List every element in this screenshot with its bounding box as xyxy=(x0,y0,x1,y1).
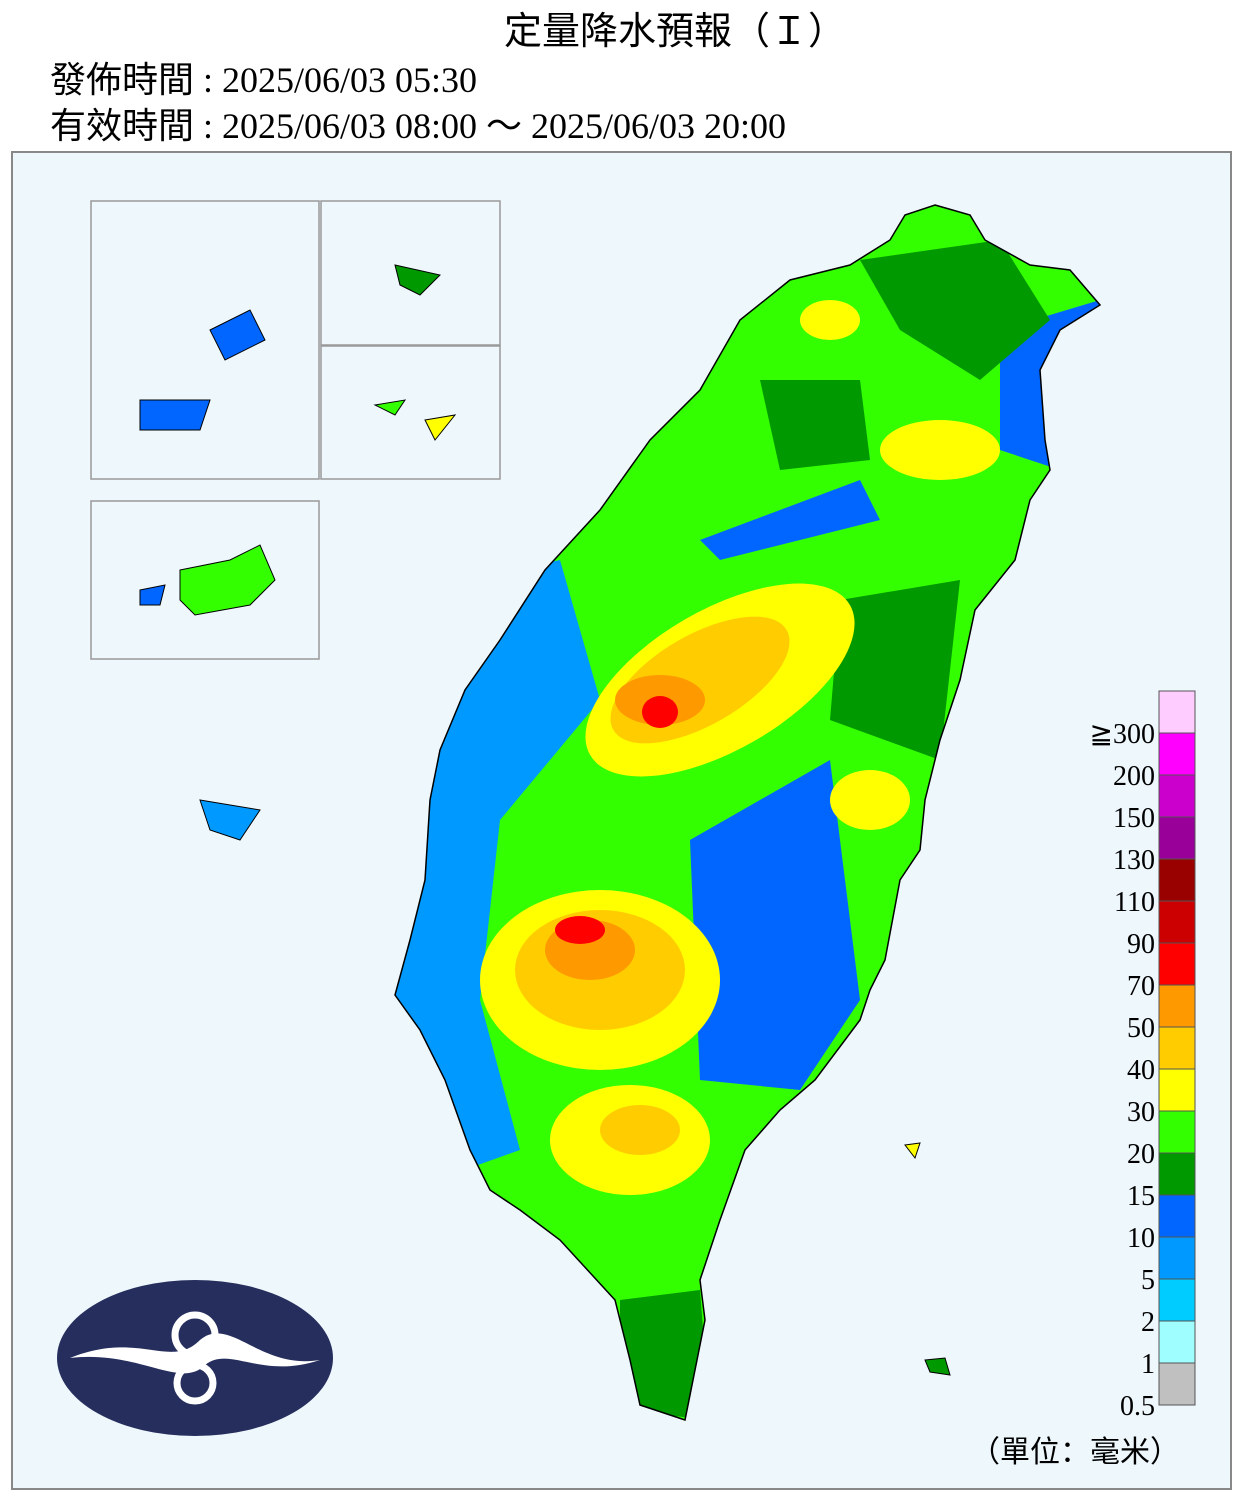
legend-label: 2 xyxy=(1141,1307,1155,1338)
legend-swatch xyxy=(1158,774,1196,818)
legend-label: 50 xyxy=(1127,1013,1155,1044)
legend-swatch xyxy=(1158,1152,1196,1196)
legend-label: 20 xyxy=(1127,1139,1155,1170)
legend-label: 30 xyxy=(1127,1097,1155,1128)
legend-label: 40 xyxy=(1127,1055,1155,1086)
legend-label: 1 xyxy=(1141,1349,1155,1380)
islands xyxy=(139,264,951,1376)
legend-swatch xyxy=(1158,1278,1196,1322)
legend-swatch xyxy=(1158,816,1196,860)
unit-label: （單位：毫米） xyxy=(970,1436,1180,1469)
legend-label: 15 xyxy=(1127,1181,1155,1212)
legend-label: 0.5 xyxy=(1120,1391,1155,1422)
legend-label: 110 xyxy=(1114,887,1155,918)
legend-swatch xyxy=(1158,900,1196,944)
legend-swatch xyxy=(1158,1362,1196,1406)
legend-swatch xyxy=(1158,732,1196,776)
legend-swatch xyxy=(1158,1194,1196,1238)
legend-swatch xyxy=(1158,984,1196,1028)
legend-label: ≧300 xyxy=(1090,719,1155,750)
inset-boxes xyxy=(90,200,501,660)
logo xyxy=(57,1280,333,1436)
legend: 0.5 1 2 5 10 15 20 30 40 50 70 90 110 130 150 200 ≧300 xyxy=(1090,690,1196,1422)
legend-label: 130 xyxy=(1113,845,1155,876)
valid-time: 有效時間 : 2025/06/03 08:00 ～ 2025/06/03 20:… xyxy=(50,106,786,146)
legend-label: 70 xyxy=(1127,971,1155,1002)
legend-label: 5 xyxy=(1141,1265,1155,1296)
legend-label: 150 xyxy=(1113,803,1155,834)
legend-swatch xyxy=(1158,858,1196,902)
legend-swatch xyxy=(1158,690,1196,734)
title: 定量降水預報（Ｉ） xyxy=(504,11,846,53)
legend-swatch xyxy=(1158,1068,1196,1112)
legend-swatch xyxy=(1158,1110,1196,1154)
issued-time: 發佈時間 : 2025/06/03 05:30 xyxy=(50,60,477,100)
legend-label: 90 xyxy=(1127,929,1155,960)
legend-swatch xyxy=(1158,1026,1196,1070)
legend-swatch xyxy=(1158,1236,1196,1280)
legend-swatch xyxy=(1158,1320,1196,1364)
legend-label: 10 xyxy=(1127,1223,1155,1254)
legend-label: 200 xyxy=(1113,761,1155,792)
legend-swatch xyxy=(1158,942,1196,986)
